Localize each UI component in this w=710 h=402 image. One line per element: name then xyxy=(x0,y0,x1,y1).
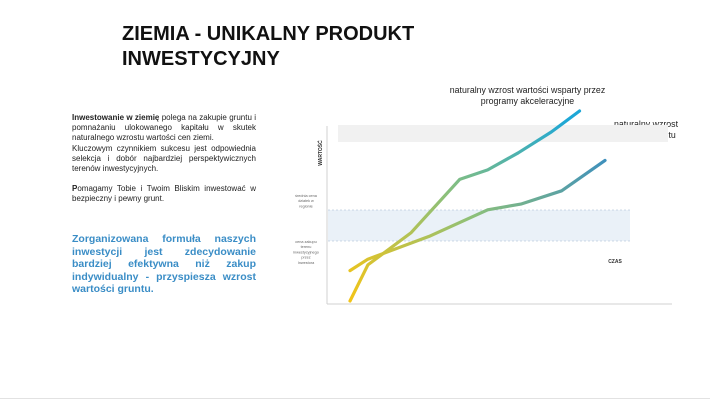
paragraph-1: Inwestowanie w ziemię polega na zakupie … xyxy=(72,113,256,174)
x-axis-label: CZAS xyxy=(608,259,622,265)
title-line-1: ZIEMIA - UNIKALNY PRODUKT xyxy=(122,23,415,45)
annot-avg-line: średnia cena xyxy=(295,194,318,198)
annot-buy-line: terenu xyxy=(301,245,312,249)
annot-avg-line: działek w xyxy=(298,199,314,203)
highlight-text: Zorganizowana formuła naszych inwestycji… xyxy=(72,233,256,295)
page-title: ZIEMIA - UNIKALNY PRODUKT INWESTYCYJNY xyxy=(122,22,482,72)
top-band xyxy=(338,125,668,142)
description-text: Inwestowanie w ziemię polega na zakupie … xyxy=(72,113,256,215)
callout-accelerated: naturalny wzrost wartości wsparty przez … xyxy=(449,85,606,106)
paragraph-3-rest: omagamy Tobie i Twoim Bliskim inwestować… xyxy=(72,184,256,204)
paragraph-3-initial: P xyxy=(72,184,78,194)
paragraph-3: Pomagamy Tobie i Twoim Bliskim inwestowa… xyxy=(72,184,256,204)
annot-avg-line: regionie xyxy=(299,204,313,208)
series-layer xyxy=(348,109,607,303)
annot-buy-line: cena zakupu xyxy=(295,240,317,244)
paragraph-1-bold: Inwestowanie w ziemię xyxy=(72,113,160,122)
series-line-1 xyxy=(348,109,582,303)
paragraph-2: Kluczowym czynnikiem sukcesu jest odpowi… xyxy=(72,143,256,174)
y-axis-label: WARTOŚĆ xyxy=(316,140,324,166)
annot-buy-line: Inwestora xyxy=(298,261,315,265)
title-line-2: INWESTYCYJNY xyxy=(122,48,280,70)
paragraph-1-rest: polega na zakupie gruntu i pomnażaniu ul… xyxy=(72,113,257,143)
series-line-2 xyxy=(348,158,607,273)
annot-buy-line: przez xyxy=(301,256,310,260)
bottom-divider xyxy=(0,398,710,399)
annot-buy-line: inwestycyjnego xyxy=(293,250,319,254)
